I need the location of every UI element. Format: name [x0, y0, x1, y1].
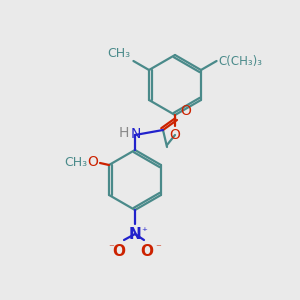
Text: O: O — [87, 155, 98, 169]
Text: ⁺: ⁺ — [141, 227, 147, 237]
Text: O: O — [169, 128, 180, 142]
Text: N: N — [131, 127, 141, 141]
Text: O: O — [112, 244, 125, 259]
Text: O: O — [140, 244, 154, 259]
Text: CH₃: CH₃ — [107, 47, 130, 60]
Text: ⁻: ⁻ — [155, 243, 161, 253]
Text: H: H — [119, 126, 129, 140]
Text: O: O — [180, 104, 191, 118]
Text: N: N — [129, 227, 141, 242]
Text: CH₃: CH₃ — [64, 155, 87, 169]
Text: ⁻: ⁻ — [108, 243, 114, 253]
Text: C(CH₃)₃: C(CH₃)₃ — [219, 55, 262, 68]
